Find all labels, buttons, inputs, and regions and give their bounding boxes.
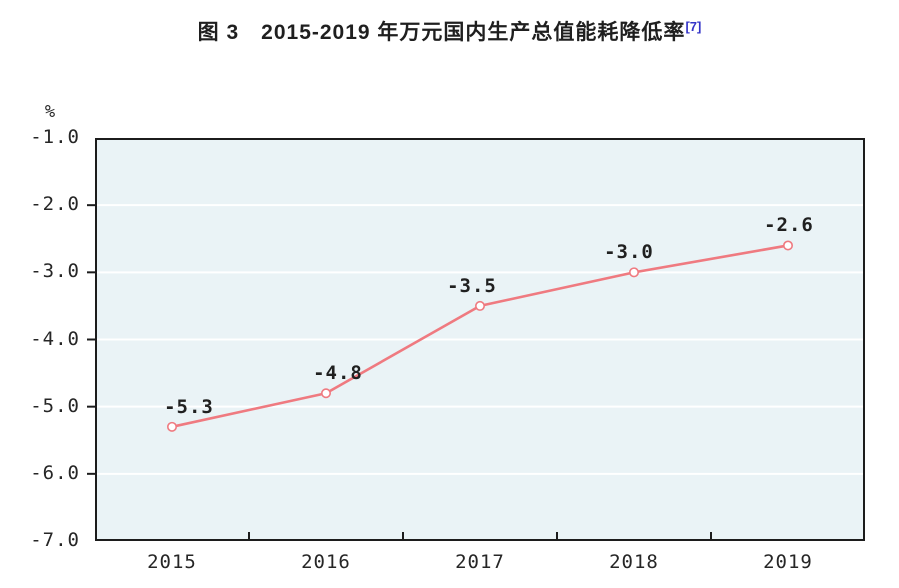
chart-title: 图 3 2015-2019 年万元国内生产总值能耗降低率[7] xyxy=(0,16,899,46)
data-point-label: -2.6 xyxy=(764,214,814,237)
data-point-marker xyxy=(474,300,485,311)
y-axis-tick-label: -4.0 xyxy=(30,327,80,350)
chart-title-text: 图 3 2015-2019 年万元国内生产总值能耗降低率 xyxy=(197,21,686,44)
data-point-label: -4.8 xyxy=(313,362,363,385)
x-axis-tick-label: 2016 xyxy=(301,551,351,573)
data-point-marker xyxy=(782,240,793,251)
footnote-reference: [7] xyxy=(685,19,702,34)
data-point-marker xyxy=(320,388,331,399)
x-axis-tick-label: 2017 xyxy=(455,551,505,573)
data-point-marker xyxy=(628,267,639,278)
y-axis-unit-label: % xyxy=(44,102,56,122)
y-axis-tick-label: -1.0 xyxy=(30,126,80,148)
y-axis-tick-label: -3.0 xyxy=(30,260,80,283)
y-axis-tick-label: -2.0 xyxy=(30,193,80,216)
data-point-label: -5.3 xyxy=(164,395,214,418)
x-axis-tick-label: 2015 xyxy=(147,551,197,573)
data-point-marker xyxy=(167,421,178,432)
y-axis-tick-label: -6.0 xyxy=(30,461,80,484)
x-axis-tick-label: 2018 xyxy=(609,551,659,573)
y-axis-tick-label: -5.0 xyxy=(30,394,80,417)
x-axis-tick-label: 2019 xyxy=(763,551,813,573)
data-point-label: -3.5 xyxy=(447,274,497,297)
data-point-label: -3.0 xyxy=(604,241,654,264)
y-axis-tick-label: -7.0 xyxy=(30,529,80,551)
